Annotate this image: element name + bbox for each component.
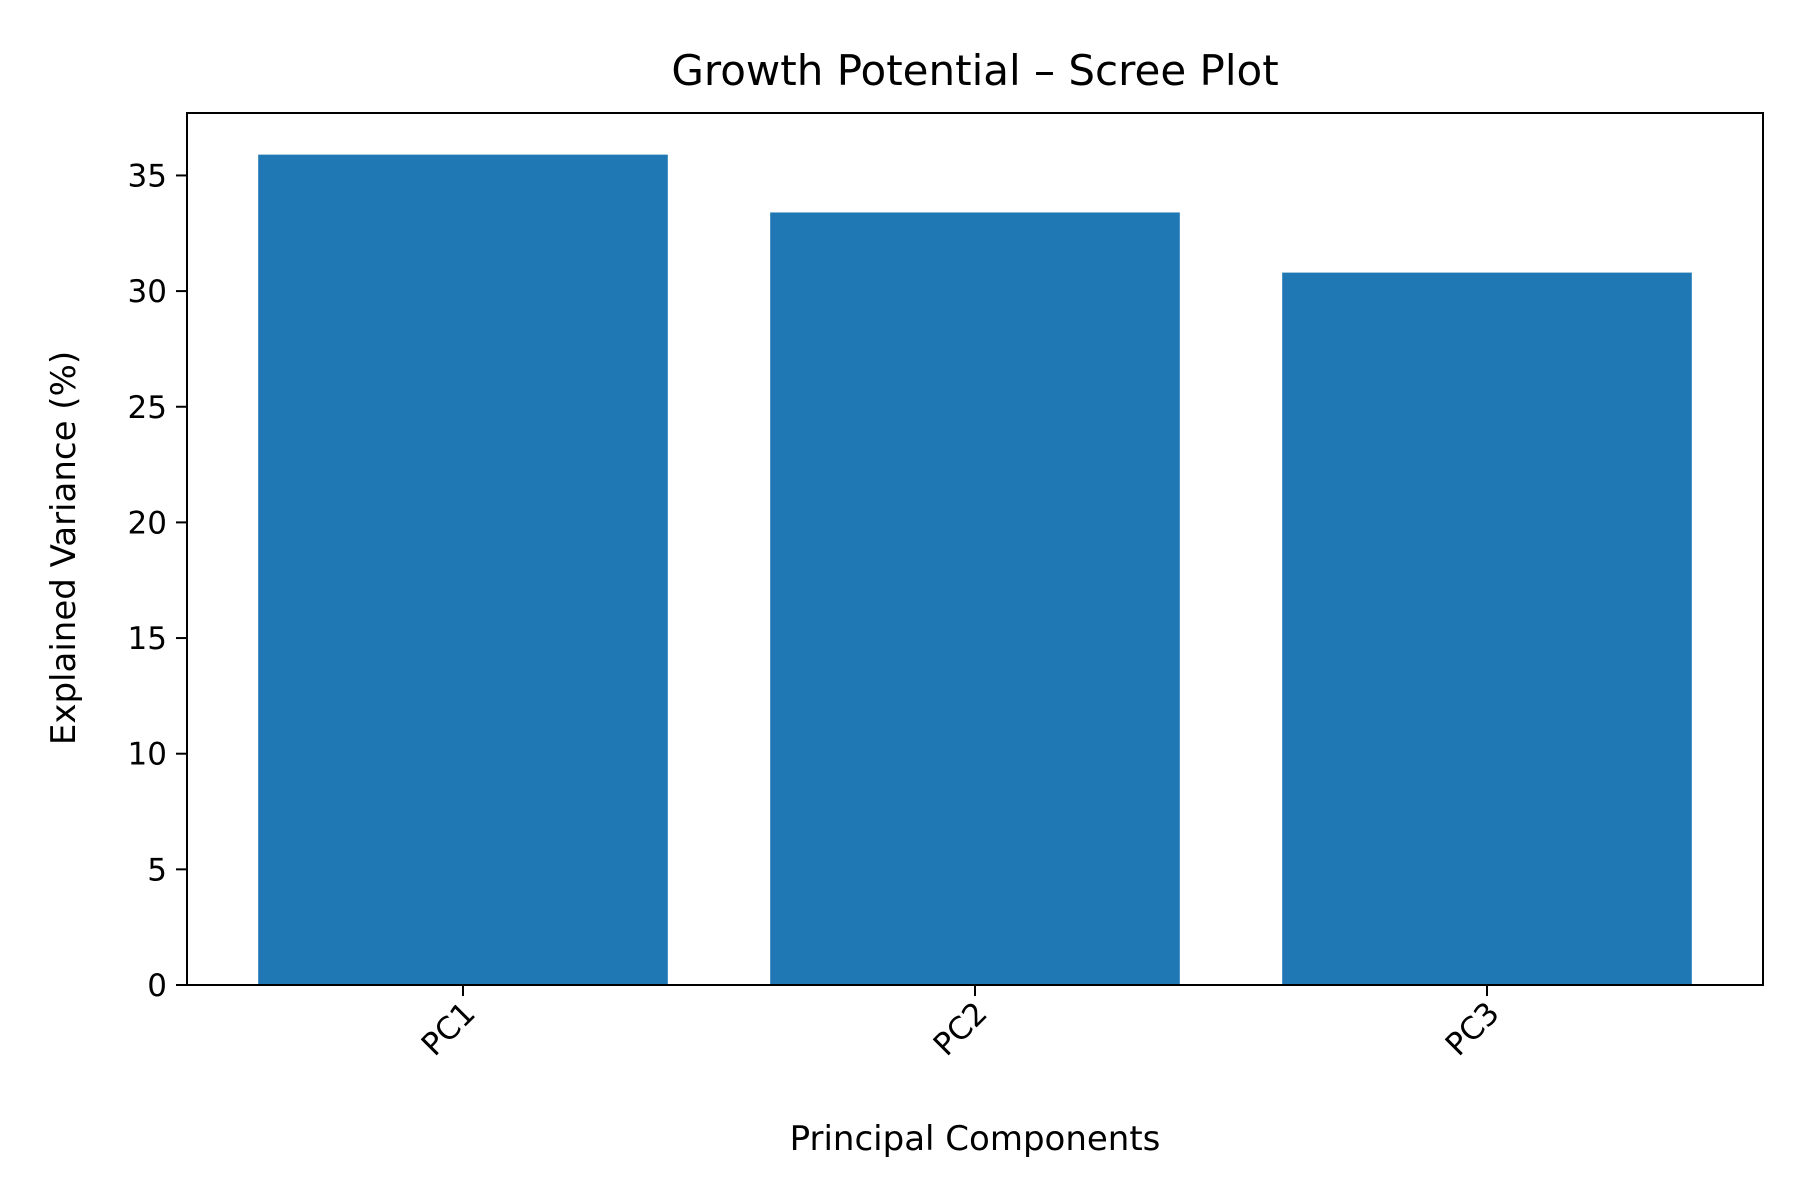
x-axis-label: Principal Components [790,1119,1161,1159]
y-tick-label: 35 [128,158,167,194]
y-tick-label: 10 [128,737,167,773]
y-tick-label: 0 [147,968,167,1004]
chart-title: Growth Potential – Scree Plot [671,46,1278,95]
bar-pc1 [258,154,668,985]
y-tick-label: 15 [128,621,167,657]
bar-pc3 [1282,272,1692,985]
y-tick-label: 30 [128,274,167,310]
y-tick-label: 25 [128,390,167,426]
y-axis: 0 5 10 15 20 25 30 35 [128,158,187,1004]
y-tick-label: 5 [147,852,167,888]
y-axis-label: Explained Variance (%) [44,351,84,745]
bars-group [258,154,1692,986]
y-tick-label: 20 [128,505,167,541]
bar-pc2 [770,212,1180,986]
